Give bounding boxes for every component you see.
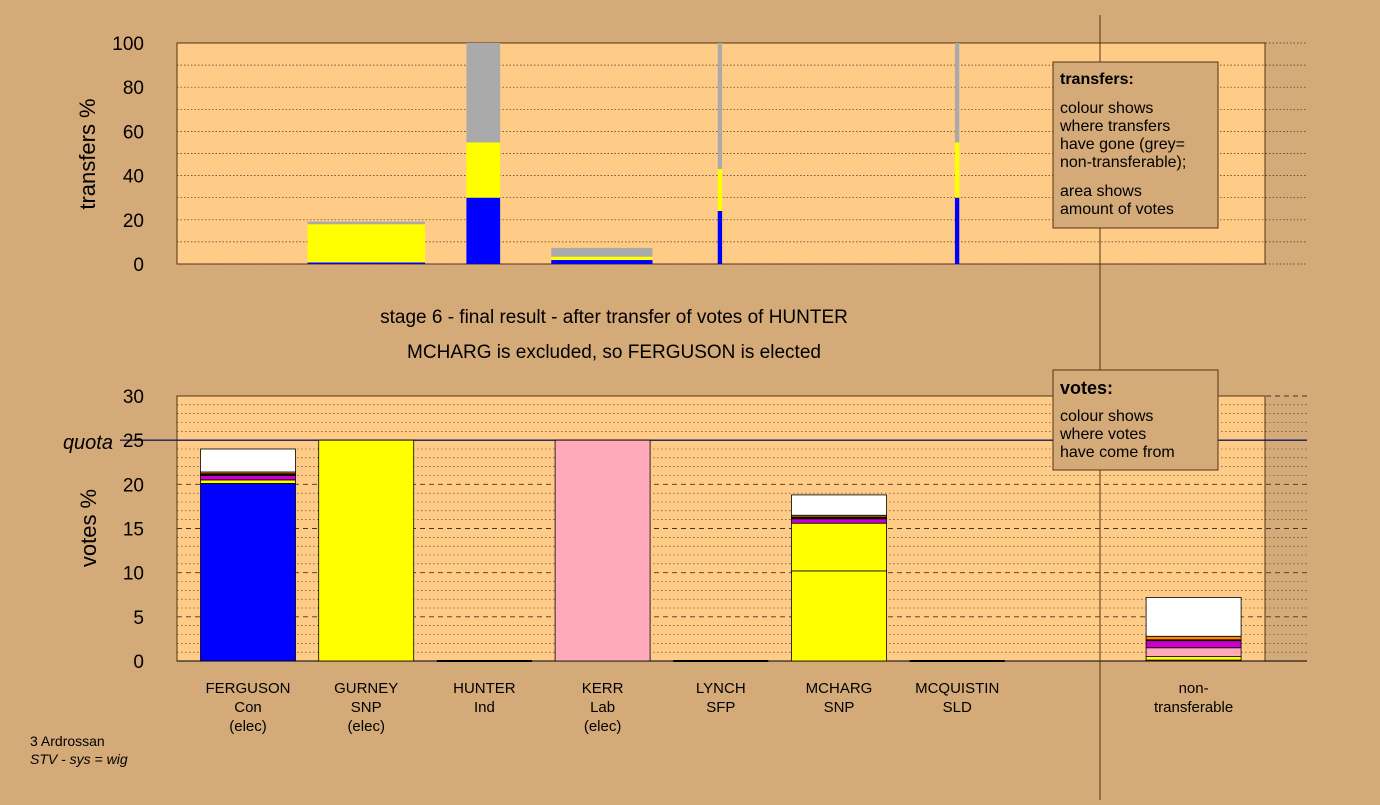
transfers-y-tick-label: 0 xyxy=(133,255,144,276)
transfer-bar-segment xyxy=(466,197,501,264)
transfer-bar-segment xyxy=(466,43,501,143)
votes-legend-box xyxy=(1052,369,1219,471)
vote-bar-segment xyxy=(1145,635,1242,641)
stage-title: stage 6 - final result - after transfer … xyxy=(380,307,848,328)
candidate-labels: FERGUSON Con (elec) GURNEY SNP (elec) HUNTER In… xyxy=(205,680,1233,735)
transfers-y-tick-label: 60 xyxy=(123,122,144,143)
transfer-bar-segment xyxy=(717,210,723,264)
transfers-legend-title: transfers: xyxy=(1060,71,1134,88)
candidate-name-label: FERGUSON xyxy=(205,680,290,697)
vote-bar-segment xyxy=(1145,656,1242,661)
transfer-bar-segment xyxy=(466,142,501,198)
transfers-legend-line: have gone (grey= xyxy=(1060,136,1185,153)
candidate-name-label: KERR xyxy=(582,680,624,697)
votes-legend-line: have come from xyxy=(1060,444,1175,461)
transfer-bar-segment xyxy=(551,256,653,261)
vote-bar-segment xyxy=(791,522,887,572)
vote-bar-segment xyxy=(200,448,296,473)
quota-label: quota xyxy=(63,432,113,454)
transfer-bar-segment xyxy=(307,262,426,264)
transfers-legend-line: amount of votes xyxy=(1060,201,1174,218)
votes-y-tick-label: 30 xyxy=(123,387,144,408)
votes-legend: votes: colour shows where votes have com… xyxy=(1052,369,1219,471)
votes-y-tick-label: 10 xyxy=(123,564,144,585)
candidate-name-label: HUNTER xyxy=(453,680,516,697)
transfers-legend-line: area shows xyxy=(1060,183,1142,200)
candidate-party-label: Con xyxy=(234,699,262,716)
votes-y-axis-label: votes % xyxy=(76,489,101,567)
votes-legend-line: colour shows xyxy=(1060,408,1153,425)
vote-bar-segment xyxy=(318,439,415,662)
votes-y-tick-label: 25 xyxy=(123,431,144,452)
vote-bar-segment xyxy=(1145,597,1242,637)
stage-subtitle: MCHARG is excluded, so FERGUSON is elect… xyxy=(407,342,821,363)
votes-legend-title: votes: xyxy=(1060,378,1113,398)
votes-y-tick-label: 0 xyxy=(133,652,144,673)
vote-bar-segment xyxy=(791,570,887,662)
transfer-bar-segment xyxy=(954,197,960,264)
vote-bar-segment xyxy=(200,479,296,484)
transfers-legend-line: where transfers xyxy=(1059,118,1170,135)
transfers-y-tick-label: 20 xyxy=(123,211,144,232)
vote-bar-segment xyxy=(200,483,296,662)
vote-bar-segment xyxy=(1145,647,1242,657)
candidate-name-label: MCHARG xyxy=(806,680,873,697)
transfers-bars xyxy=(307,43,960,264)
candidate-name-label: MCQUISTIN xyxy=(915,680,999,697)
vote-bar-segment xyxy=(554,439,651,662)
transfer-bar-segment xyxy=(307,221,426,225)
transfers-legend: transfers: colour shows where transfers … xyxy=(1052,61,1219,229)
transfer-bar-segment xyxy=(551,260,653,264)
votes-legend-line: where votes xyxy=(1059,426,1146,443)
candidate-status-label: (elec) xyxy=(229,718,267,735)
vote-bar-segment xyxy=(200,475,296,481)
transfer-bar-segment xyxy=(717,43,723,169)
candidate-status-label: (elec) xyxy=(347,718,385,735)
transfer-bar-segment xyxy=(954,142,960,198)
candidate-name-label: non- xyxy=(1179,680,1209,697)
transfer-bar-segment xyxy=(717,168,723,211)
footer-system: STV - sys = wig xyxy=(30,751,128,767)
transfer-bar-segment xyxy=(551,247,653,257)
candidate-name-label: GURNEY xyxy=(334,680,398,697)
transfers-y-axis-label: transfers % xyxy=(75,98,100,209)
transfer-bar-segment xyxy=(307,224,426,263)
candidate-status-label: (elec) xyxy=(584,718,622,735)
votes-y-tick-label: 5 xyxy=(133,608,144,629)
transfers-y-tick-label: 40 xyxy=(123,167,144,188)
votes-bars xyxy=(120,439,1307,662)
transfers-y-tick-label: 80 xyxy=(123,78,144,99)
transfers-y-ticks: 0 20 40 60 80 100 xyxy=(112,34,144,276)
transfer-bar-segment xyxy=(954,43,960,143)
transfers-legend-line: non-transferable); xyxy=(1060,154,1186,171)
vote-bar-segment xyxy=(791,494,887,516)
candidate-party-label: transferable xyxy=(1154,699,1233,716)
candidate-party-label: Ind xyxy=(474,699,495,716)
vote-bar-segment xyxy=(791,518,887,524)
candidate-party-label: SFP xyxy=(706,699,735,716)
transfers-legend-box xyxy=(1052,61,1219,229)
footer-election: 3 Ardrossan xyxy=(30,733,105,749)
transfers-legend-line: colour shows xyxy=(1060,100,1153,117)
candidate-party-label: SNP xyxy=(351,699,382,716)
candidate-name-label: LYNCH xyxy=(696,680,746,697)
transfers-y-tick-label: 100 xyxy=(112,34,144,55)
vote-bar-segment xyxy=(1145,640,1242,649)
candidate-party-label: SLD xyxy=(943,699,972,716)
candidate-party-label: Lab xyxy=(590,699,615,716)
candidate-party-label: SNP xyxy=(824,699,855,716)
votes-y-tick-label: 15 xyxy=(123,520,144,541)
votes-y-ticks: 0 5 10 15 20 25 30 xyxy=(123,387,144,673)
votes-y-tick-label: 20 xyxy=(123,475,144,496)
